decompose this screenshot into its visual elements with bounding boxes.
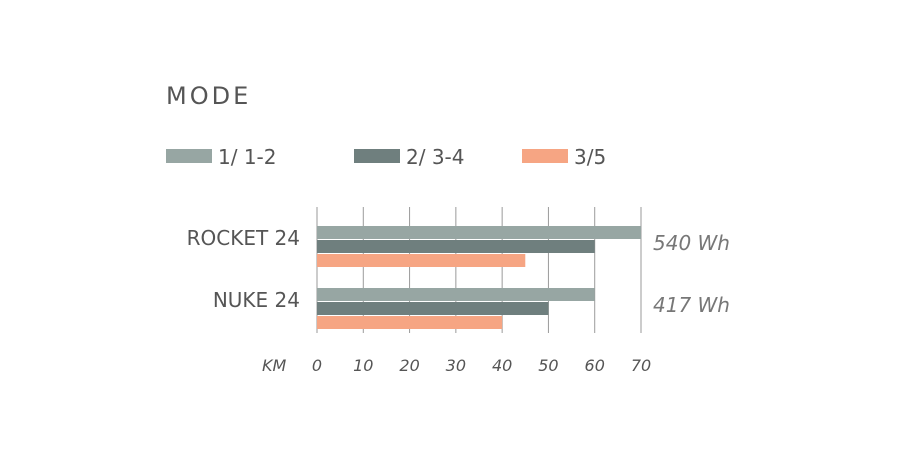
bar-nuke-24-series-2 [317, 302, 549, 315]
x-tick-label-0: 0 [312, 356, 322, 375]
bar-rocket-24-series-2 [317, 240, 595, 253]
legend-label-1: 1/ 1-2 [218, 145, 277, 169]
legend-swatch-2 [354, 149, 400, 163]
x-tick-label-70: 70 [631, 356, 651, 375]
x-tick-label-30: 30 [446, 356, 466, 375]
bars [317, 226, 641, 329]
x-tick-label-60: 60 [585, 356, 605, 375]
x-axis-unit-label: KM [262, 356, 286, 375]
chart-title: MODE [166, 82, 251, 110]
category-labels: ROCKET 24 NUKE 24 [187, 226, 300, 312]
bar-rocket-24-series-1 [317, 226, 641, 239]
x-tick-label-40: 40 [492, 356, 512, 375]
legend-swatch-1 [166, 149, 212, 163]
x-tick-label-50: 50 [538, 356, 558, 375]
legend-label-3: 3/5 [574, 145, 606, 169]
legend-label-2: 2/ 3-4 [406, 145, 465, 169]
energy-annotation-2: 417 Wh [653, 293, 730, 317]
energy-annotations: 540 Wh 417 Wh [653, 231, 730, 317]
bar-rocket-24-series-3 [317, 254, 526, 267]
bar-nuke-24-series-1 [317, 288, 595, 301]
x-tick-labels: 0 10 20 30 40 50 60 70 [312, 356, 651, 375]
x-tick-label-20: 20 [399, 356, 419, 375]
legend-swatch-3 [522, 149, 568, 163]
x-tick-label-10: 10 [353, 356, 373, 375]
legend: 1/ 1-2 2/ 3-4 3/5 [166, 145, 606, 169]
bar-nuke-24-series-3 [317, 316, 503, 329]
category-label-1: ROCKET 24 [187, 226, 300, 250]
category-label-2: NUKE 24 [213, 288, 300, 312]
energy-annotation-1: 540 Wh [653, 231, 730, 255]
